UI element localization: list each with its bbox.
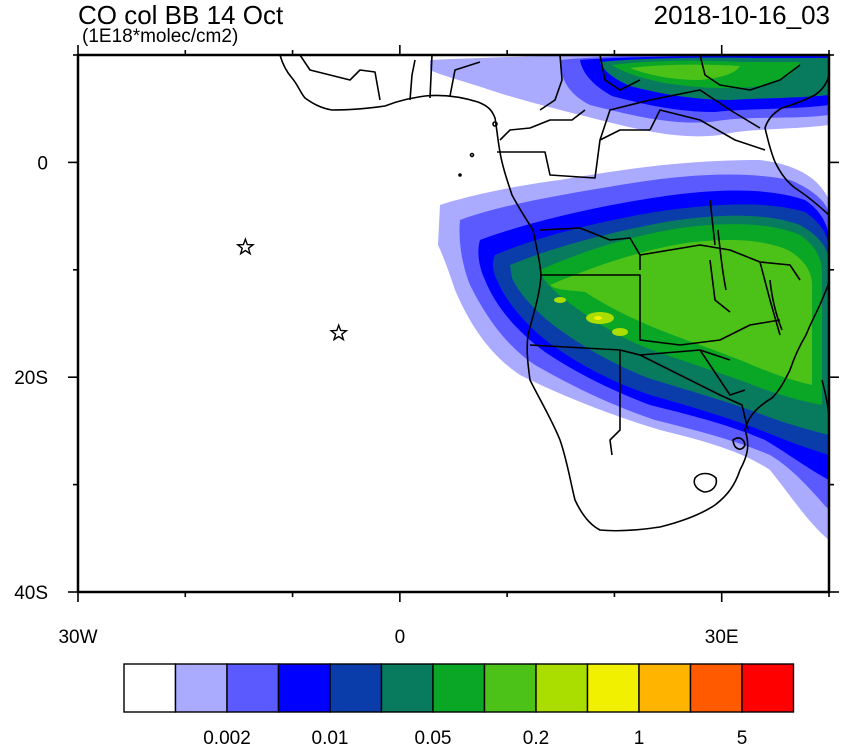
station-markers <box>235 237 349 342</box>
axis-ticks: 30W 0 30E 0 20S 40S <box>14 45 839 648</box>
border-line <box>709 199 731 313</box>
border-line <box>599 89 761 141</box>
co-contour-yellow <box>594 316 602 320</box>
border-line <box>409 55 481 101</box>
colorbar-label: 1 <box>634 728 645 747</box>
co-plume-layer <box>430 55 829 540</box>
border-line <box>649 109 766 151</box>
colorbar-swatch <box>329 663 383 713</box>
colorbar-swatch <box>483 663 537 713</box>
border-line <box>759 261 781 336</box>
star-marker-st-helena <box>329 323 349 342</box>
border-line <box>497 129 650 179</box>
lon-tick-label: 30E <box>705 627 739 648</box>
border-line <box>541 274 781 346</box>
colorbar-swatch <box>689 663 743 713</box>
border-line <box>539 227 641 270</box>
colorbar-label: 0.05 <box>415 728 452 747</box>
co-contour-lime-green <box>550 240 812 385</box>
coastline-east-africa <box>764 71 829 216</box>
colorbar-swatch <box>380 663 434 713</box>
border-line <box>499 109 586 141</box>
co-contour-lime-green-north <box>630 64 740 80</box>
colorbar-label: 0.2 <box>523 728 549 747</box>
lake-tanganyika <box>717 229 727 291</box>
colorbar-swatch <box>535 663 589 713</box>
map-title: CO col BB 14 Oct <box>78 0 284 30</box>
border-line <box>639 354 749 431</box>
lon-tick-label: 30W <box>58 627 97 648</box>
border-line <box>299 55 381 101</box>
colorbar-swatch <box>277 663 331 713</box>
border-line <box>539 55 641 111</box>
colorbar-swatch <box>123 663 177 713</box>
plot-frame <box>76 53 831 594</box>
coastlines-and-borders <box>279 55 829 532</box>
border-line <box>639 244 801 281</box>
valid-time-label: 2018-10-16_03 <box>653 0 830 30</box>
lat-tick-label: 20S <box>14 368 48 389</box>
lat-tick-label: 0 <box>37 153 48 174</box>
border-lesotho <box>693 472 718 493</box>
lon-tick-label: 0 <box>395 627 406 648</box>
coastline-southwest-africa <box>526 229 829 532</box>
border-eswatini <box>732 437 746 450</box>
lat-tick-label: 40S <box>14 583 48 604</box>
coastline-west-africa <box>279 55 534 231</box>
lake-malawi <box>769 279 783 331</box>
border-line <box>699 349 746 396</box>
colorbar-swatch <box>174 663 228 713</box>
colorbar: 0.002 0.01 0.05 0.2 1 5 <box>123 663 795 747</box>
island-bioko <box>492 121 498 127</box>
island-annobon <box>458 173 462 177</box>
star-marker-ascension <box>235 237 255 256</box>
border-line <box>699 55 801 91</box>
colorbar-label: 0.01 <box>312 728 349 747</box>
colorbar-label: 0.002 <box>203 728 251 747</box>
co-contour-yellow-green <box>612 328 628 336</box>
border-line <box>609 350 621 456</box>
colorbar-swatch <box>226 663 280 713</box>
colorbar-swatch <box>586 663 640 713</box>
map-plot-area <box>235 55 829 540</box>
units-label: (1E18*molec/cm2) <box>82 26 239 47</box>
island-sao-tome <box>469 152 475 158</box>
colorbar-swatch <box>741 663 795 713</box>
colorbar-label: 5 <box>737 728 748 747</box>
co-contour-yellow-green <box>554 297 566 303</box>
colorbar-swatch <box>638 663 692 713</box>
colorbar-swatch <box>432 663 486 713</box>
